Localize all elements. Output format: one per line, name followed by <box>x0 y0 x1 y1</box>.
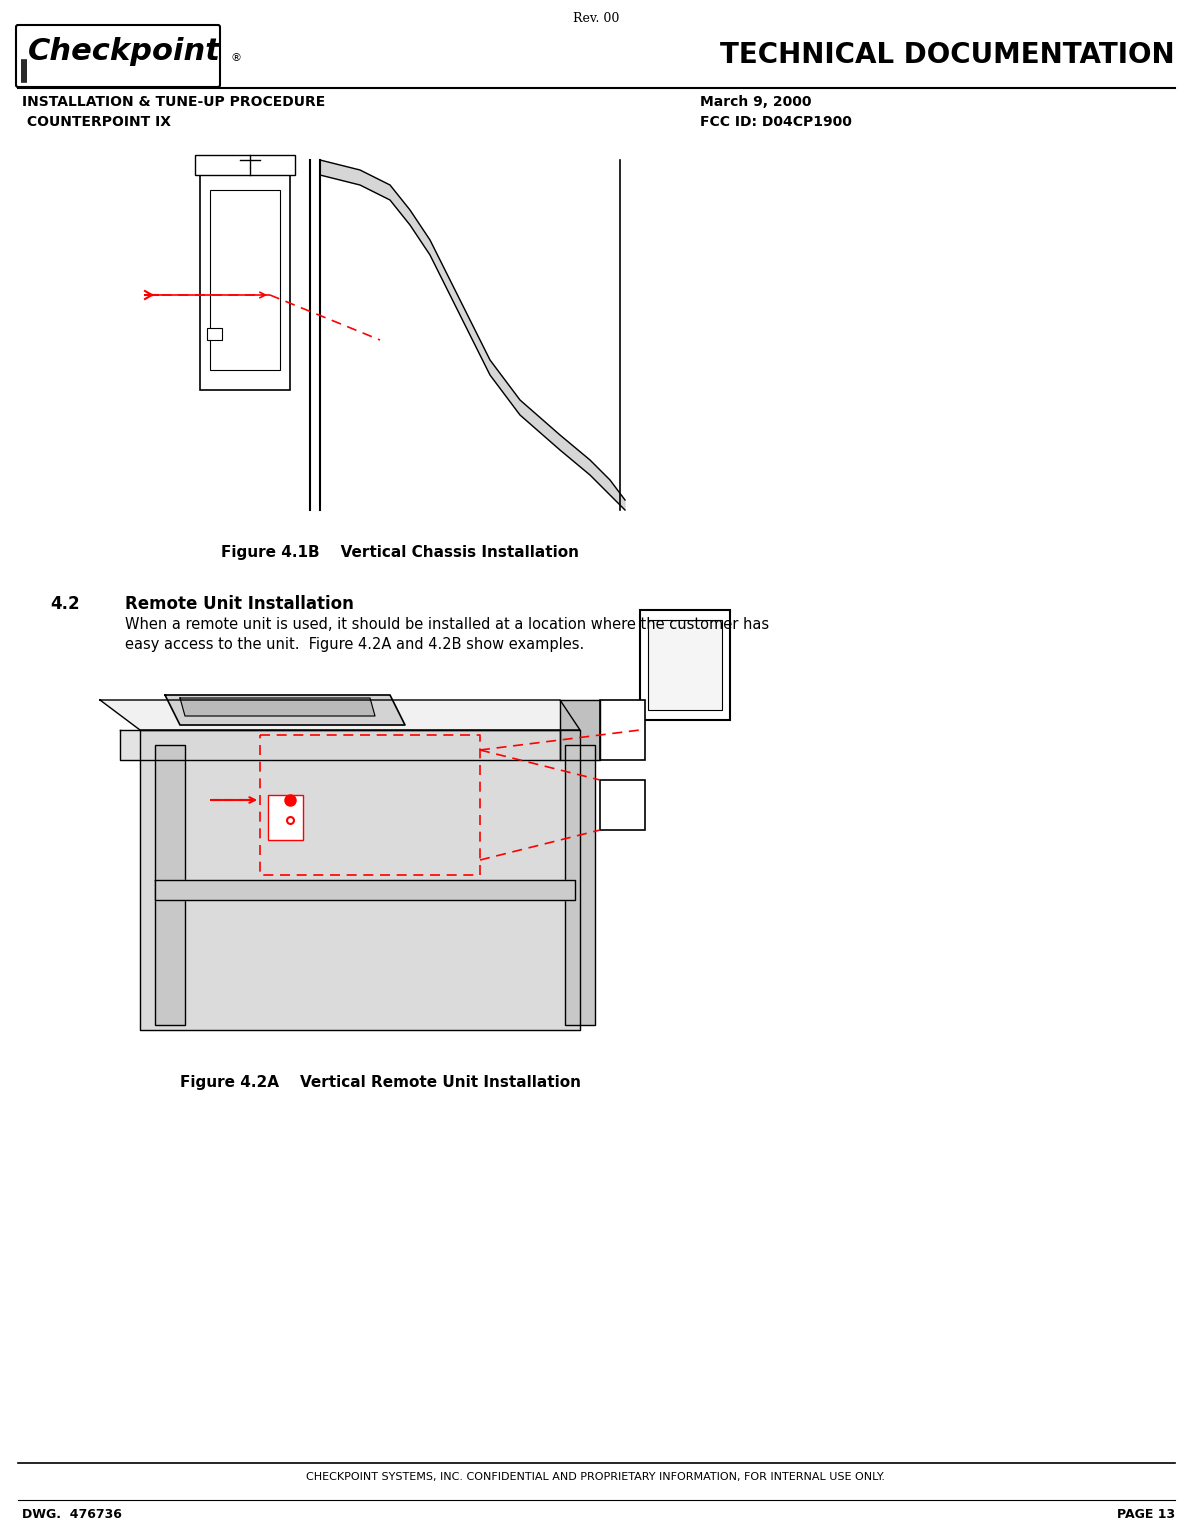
Polygon shape <box>140 730 580 1031</box>
Polygon shape <box>320 160 625 510</box>
Text: Checkpoint: Checkpoint <box>27 37 221 66</box>
Polygon shape <box>155 880 575 900</box>
Polygon shape <box>180 697 375 716</box>
Text: TECHNICAL DOCUMENTATION: TECHNICAL DOCUMENTATION <box>721 41 1175 69</box>
Bar <box>208 329 222 339</box>
Bar <box>210 190 280 370</box>
Text: 4.2: 4.2 <box>50 594 80 613</box>
Bar <box>194 155 295 175</box>
Text: When a remote unit is used, it should be installed at a location where the custo: When a remote unit is used, it should be… <box>125 617 769 631</box>
Text: PAGE 13: PAGE 13 <box>1117 1508 1175 1521</box>
Text: COUNTERPOINT IX: COUNTERPOINT IX <box>21 115 171 129</box>
Polygon shape <box>100 700 580 730</box>
Polygon shape <box>120 730 560 760</box>
Text: March 9, 2000: March 9, 2000 <box>700 95 811 109</box>
Text: easy access to the unit.  Figure 4.2A and 4.2B show examples.: easy access to the unit. Figure 4.2A and… <box>125 637 585 651</box>
Bar <box>600 780 645 829</box>
Bar <box>268 796 303 840</box>
Text: DWG.  476736: DWG. 476736 <box>21 1508 122 1521</box>
FancyBboxPatch shape <box>16 25 220 88</box>
Text: CHECKPOINT SYSTEMS, INC. CONFIDENTIAL AND PROPRIETARY INFORMATION, FOR INTERNAL : CHECKPOINT SYSTEMS, INC. CONFIDENTIAL AN… <box>307 1471 885 1482</box>
Bar <box>600 700 645 760</box>
Text: Figure 4.1B    Vertical Chassis Installation: Figure 4.1B Vertical Chassis Installatio… <box>221 545 579 561</box>
Polygon shape <box>165 694 404 725</box>
Text: Remote Unit Installation: Remote Unit Installation <box>125 594 354 613</box>
Bar <box>155 745 185 1025</box>
Bar <box>565 745 595 1025</box>
Text: INSTALLATION & TUNE-UP PROCEDURE: INSTALLATION & TUNE-UP PROCEDURE <box>21 95 326 109</box>
Text: Rev. 00: Rev. 00 <box>573 12 619 25</box>
Bar <box>639 610 730 720</box>
Text: FCC ID: D04CP1900: FCC ID: D04CP1900 <box>700 115 852 129</box>
Bar <box>200 170 290 390</box>
Polygon shape <box>560 700 600 760</box>
Text: ®: ® <box>230 54 241 63</box>
Bar <box>648 621 722 710</box>
Text: Figure 4.2A    Vertical Remote Unit Installation: Figure 4.2A Vertical Remote Unit Install… <box>179 1075 581 1091</box>
